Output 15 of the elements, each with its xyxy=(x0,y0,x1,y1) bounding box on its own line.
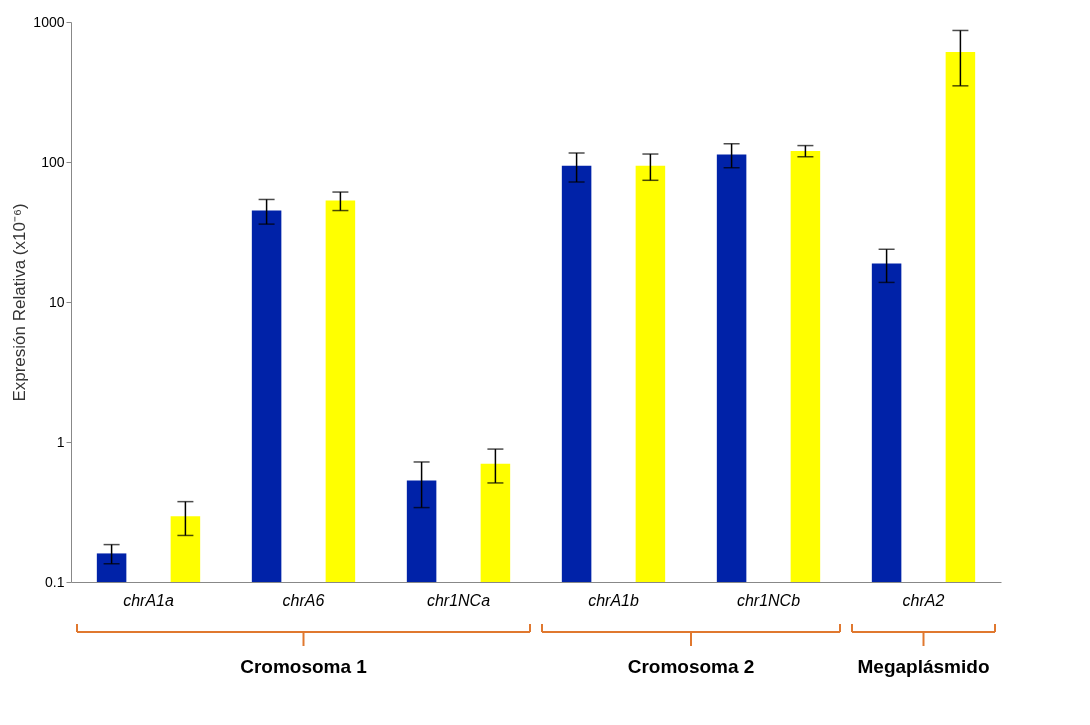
text: Cromosoma 1 xyxy=(240,656,368,677)
y-axis-title: Expresión Relativa (x10⁻⁶) xyxy=(10,203,30,402)
x-tick-label: chrA1b xyxy=(588,591,639,609)
y-tick-label: 1 xyxy=(56,433,65,450)
text: Cromosoma 2 xyxy=(627,656,755,677)
y-tick-label: 1000 xyxy=(33,13,65,30)
x-tick-label: chrA1a xyxy=(123,591,174,609)
x-tick-label: chr1NCa xyxy=(426,591,491,609)
y-tick-label: 100 xyxy=(41,153,65,170)
text: Megaplásmido xyxy=(857,656,990,677)
x-tick-label: chrA6 xyxy=(282,591,325,609)
x-tick-label: chr1NCb xyxy=(736,591,801,609)
y-tick-label: 10 xyxy=(48,293,65,310)
x-tick-label: chrA2 xyxy=(902,591,945,609)
y-tick-label: 0.1 xyxy=(45,573,65,590)
